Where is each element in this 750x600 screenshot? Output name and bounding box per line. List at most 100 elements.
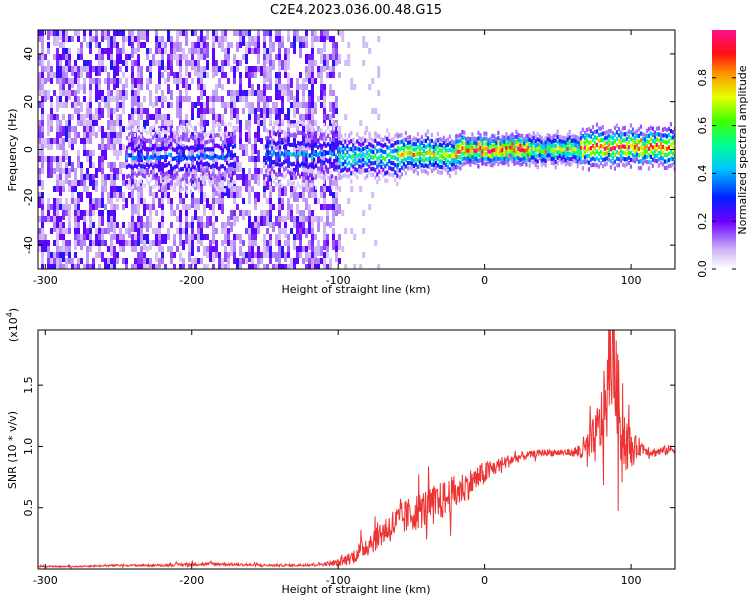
heatmap-cell	[467, 148, 470, 153]
heatmap-cell	[607, 157, 610, 162]
heatmap-cell	[92, 78, 95, 84]
heatmap-cell	[161, 42, 164, 48]
heatmap-cell	[335, 246, 338, 252]
heatmap-cell	[332, 42, 335, 48]
heatmap-cell	[227, 48, 230, 58]
heatmap-cell	[394, 155, 397, 160]
heatmap-cell	[107, 96, 110, 102]
heatmap-cell	[191, 114, 194, 120]
heatmap-cell	[143, 137, 147, 143]
heatmap-cell	[59, 252, 62, 258]
heatmap-cell	[305, 126, 308, 132]
heatmap-cell	[501, 134, 504, 139]
heatmap-cell	[200, 120, 203, 130]
heatmap-cell	[619, 139, 622, 145]
heatmap-cell	[465, 156, 468, 161]
heatmap-cell	[337, 142, 340, 147]
heatmap-cell	[173, 186, 176, 192]
heatmap-cell	[378, 141, 381, 146]
heatmap-cell	[299, 174, 302, 179]
heatmap-cell	[593, 146, 596, 151]
heatmap-cell	[122, 258, 125, 264]
heatmap-cell	[56, 180, 59, 190]
heatmap-cell	[287, 54, 290, 60]
heatmap-cell	[287, 96, 290, 102]
heatmap-cell	[275, 84, 278, 94]
heatmap-cell	[305, 181, 308, 186]
heatmap-cell	[457, 139, 460, 144]
heatmap-cell	[475, 137, 478, 142]
heatmap-cell	[295, 164, 298, 170]
heatmap-cell	[176, 102, 179, 108]
heatmap-cell	[203, 36, 206, 42]
heatmap-cell	[329, 114, 332, 124]
heatmap-cell	[207, 178, 211, 183]
heatmap-cell	[554, 149, 557, 154]
heatmap-cell	[436, 131, 439, 137]
heatmap-cell	[556, 150, 559, 155]
heatmap-cell	[83, 120, 86, 126]
heatmap-cell	[74, 252, 77, 258]
heatmap-cell	[62, 252, 65, 262]
heatmap-cell	[185, 234, 188, 244]
heatmap-cell	[92, 126, 95, 136]
heatmap-cell	[224, 264, 227, 269]
heatmap-cell	[609, 165, 612, 170]
heatmap-cell	[248, 72, 251, 78]
heatmap-cell	[538, 138, 541, 143]
heatmap-cell	[83, 138, 86, 144]
heatmap-cell	[242, 174, 245, 180]
heatmap-cell	[528, 142, 531, 148]
heatmap-cell	[454, 147, 457, 152]
heatmap-cell	[281, 151, 284, 156]
heatmap-cell	[329, 72, 332, 78]
heatmap-cell	[239, 174, 242, 180]
heatmap-cell	[207, 170, 211, 176]
heatmap-cell	[122, 102, 125, 112]
heatmap-cell	[414, 167, 417, 172]
heatmap-cell	[224, 126, 227, 132]
heatmap-cell	[308, 192, 311, 198]
heatmap-cell	[308, 54, 311, 64]
heatmap-cell	[230, 174, 233, 184]
heatmap-cell	[122, 126, 125, 132]
heatmap-cell	[503, 156, 506, 161]
heatmap-cell	[269, 258, 272, 264]
heatmap-cell	[257, 54, 260, 64]
heatmap-cell	[155, 60, 158, 66]
heatmap-cell	[224, 168, 227, 178]
heatmap-cell	[438, 170, 441, 175]
heatmap-cell	[143, 210, 146, 216]
heatmap-cell	[119, 138, 122, 144]
heatmap-cell	[163, 172, 167, 177]
heatmap-cell	[71, 114, 74, 120]
heatmap-cell	[338, 146, 341, 151]
heatmap-cell	[287, 240, 290, 246]
heatmap-cell	[667, 145, 670, 150]
heatmap-cell	[68, 132, 71, 142]
heatmap-cell	[131, 72, 134, 82]
heatmap-cell	[473, 148, 476, 153]
heatmap-cell	[147, 181, 151, 186]
heatmap-cell	[550, 148, 553, 153]
heatmap-cell	[418, 142, 421, 147]
heatmap-cell	[41, 48, 44, 58]
heatmap-cell	[438, 153, 441, 158]
heatmap-cell	[47, 72, 50, 82]
heatmap-cell	[191, 150, 194, 156]
heatmap-cell	[319, 166, 322, 171]
heatmap-cell	[509, 134, 512, 139]
heatmap-cell	[340, 161, 343, 166]
spectrogram-x-ticks: -300 -200 -100 0 100	[33, 30, 642, 287]
heatmap-cell	[346, 150, 349, 155]
heatmap-cell	[491, 153, 494, 158]
heatmap-cell	[119, 90, 122, 100]
heatmap-cell	[206, 72, 209, 78]
heatmap-cell	[131, 132, 134, 142]
heatmap-cell	[205, 175, 209, 180]
heatmap-cell	[86, 108, 89, 118]
heatmap-cell	[548, 149, 551, 154]
heatmap-cell	[519, 143, 522, 148]
heatmap-cell	[293, 171, 296, 176]
